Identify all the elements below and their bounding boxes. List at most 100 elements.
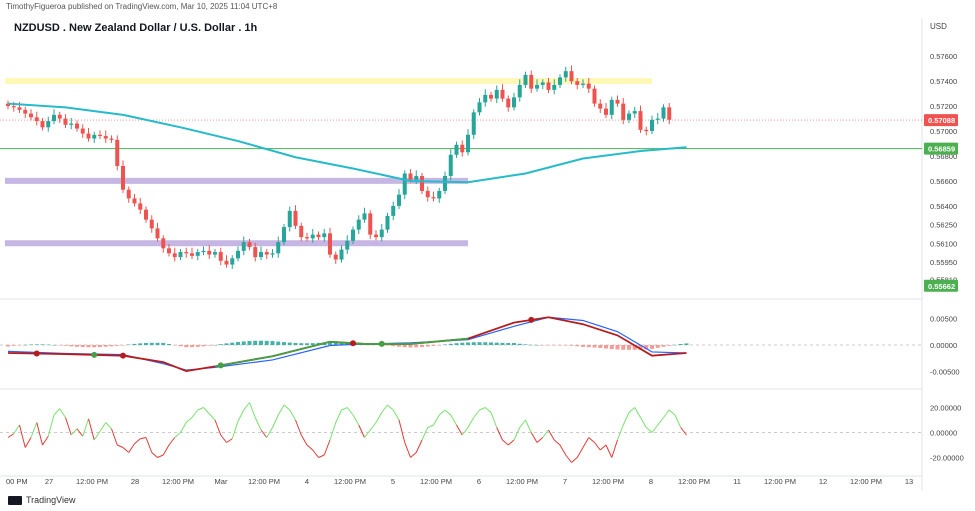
macd-histogram-bar [621, 345, 626, 350]
price-badge [924, 279, 958, 292]
candle-body [34, 117, 39, 122]
macd-histogram-bar [483, 342, 488, 345]
macd-histogram-bar [236, 341, 240, 345]
candle-body [247, 242, 252, 248]
macd-histogram-bar [126, 344, 131, 346]
oscillator-segment [300, 434, 308, 446]
candle-body [109, 138, 114, 140]
macd-histogram-bar [29, 344, 33, 346]
oscillator-segment [473, 409, 480, 418]
oscillator-segment [65, 417, 72, 436]
candle-body [299, 225, 304, 238]
candle-body [29, 113, 33, 118]
macd-histogram-bar [673, 344, 677, 346]
oscillator-segment [237, 409, 245, 422]
oscillator-segment [674, 414, 682, 428]
oscillator-segment [335, 409, 342, 423]
macd-histogram-bar [86, 345, 91, 348]
macd-histogram-bar [259, 340, 263, 345]
candle-body [287, 210, 292, 228]
macd-histogram-bar [431, 345, 436, 346]
macd-histogram-bar [121, 345, 125, 346]
macd-histogram-bar [178, 345, 183, 347]
macd-histogram-bar [385, 345, 390, 346]
oscillator-segment [53, 408, 61, 416]
macd-histogram-bar [287, 342, 292, 345]
tradingview-brand[interactable]: TradingView [8, 495, 76, 505]
oscillator-tick-label: -20.00000 [930, 454, 964, 463]
macd-histogram-bar [667, 345, 672, 346]
oscillator-segment [82, 418, 89, 437]
candle-body [460, 144, 465, 153]
time-tick-label: Mar [215, 477, 228, 486]
oscillator-segment [128, 443, 135, 453]
oscillator-segment [450, 414, 457, 426]
macd-histogram-bar [270, 341, 275, 345]
candle-body [126, 189, 131, 199]
candle-body [218, 252, 223, 261]
macd-histogram-bar [466, 342, 470, 345]
price-tick-label: 0.56100 [930, 239, 957, 248]
macd-tick-label: -0.00500 [930, 368, 960, 377]
oscillator-segment [174, 432, 181, 438]
oscillator-segment [329, 422, 337, 441]
candle-body [402, 173, 407, 195]
candle-body [17, 107, 22, 110]
macd-histogram-bar [661, 345, 666, 347]
oscillator-segment [576, 447, 584, 458]
time-tick-label: 12:00 PM [162, 477, 194, 486]
oscillator-segment [645, 427, 653, 433]
oscillator-segment [444, 409, 452, 416]
oscillator-segment [398, 419, 406, 443]
candle-body [592, 88, 597, 104]
oscillator-segment [484, 407, 492, 413]
price-badge [924, 114, 958, 127]
chart-title: NZDUSD . New Zealand Dollar / U.S. Dolla… [14, 22, 258, 34]
oscillator-segment [651, 424, 659, 433]
time-tick-label: 12:00 PM [248, 477, 280, 486]
oscillator-segment [283, 404, 291, 411]
candle-body [75, 123, 79, 129]
publisher-header: TimothyFigueroa published on TradingView… [6, 2, 278, 11]
zone-support-upper [5, 177, 468, 184]
candle-body [517, 84, 522, 98]
macd-histogram-bar [230, 342, 235, 345]
oscillator-segment [617, 424, 624, 441]
time-tick-label: 12:00 PM [334, 477, 366, 486]
oscillator-segment [530, 432, 538, 443]
macd-histogram-bar [454, 343, 459, 345]
macd-histogram-bar [6, 345, 10, 347]
macd-histogram-bar [523, 344, 528, 345]
candle-body [92, 134, 97, 139]
oscillator-segment [680, 427, 687, 436]
macd-histogram-bar [443, 344, 447, 345]
candle-body [431, 197, 436, 199]
macd-histogram-bar [253, 340, 258, 345]
oscillator-segment [364, 429, 371, 438]
oscillator-segment [588, 437, 595, 443]
tradingview-logo-icon [8, 495, 22, 505]
candle-body [379, 229, 384, 238]
macd-histogram-bar [190, 345, 194, 348]
candle-body [316, 234, 321, 238]
candle-body [11, 106, 16, 108]
macd-cross-marker [91, 351, 98, 358]
macd-histogram-bar [535, 344, 539, 346]
candle-body [420, 175, 424, 191]
macd-histogram-bar [172, 345, 177, 346]
macd-histogram-bar [98, 345, 102, 348]
macd-histogram-bar [408, 345, 413, 348]
candle-body [345, 240, 350, 250]
macd-histogram-bar [80, 345, 85, 348]
oscillator-segment [605, 444, 613, 458]
oscillator-tick-label: 0.00000 [930, 429, 957, 438]
oscillator-segment [571, 457, 578, 463]
candle-body [443, 175, 447, 191]
candle-body [207, 250, 212, 255]
oscillator-segment [507, 439, 515, 446]
macd-histogram-bar [655, 345, 660, 348]
macd-histogram-bar [293, 342, 298, 345]
oscillator-segment [410, 452, 417, 458]
currency-label[interactable]: USD [930, 22, 947, 31]
